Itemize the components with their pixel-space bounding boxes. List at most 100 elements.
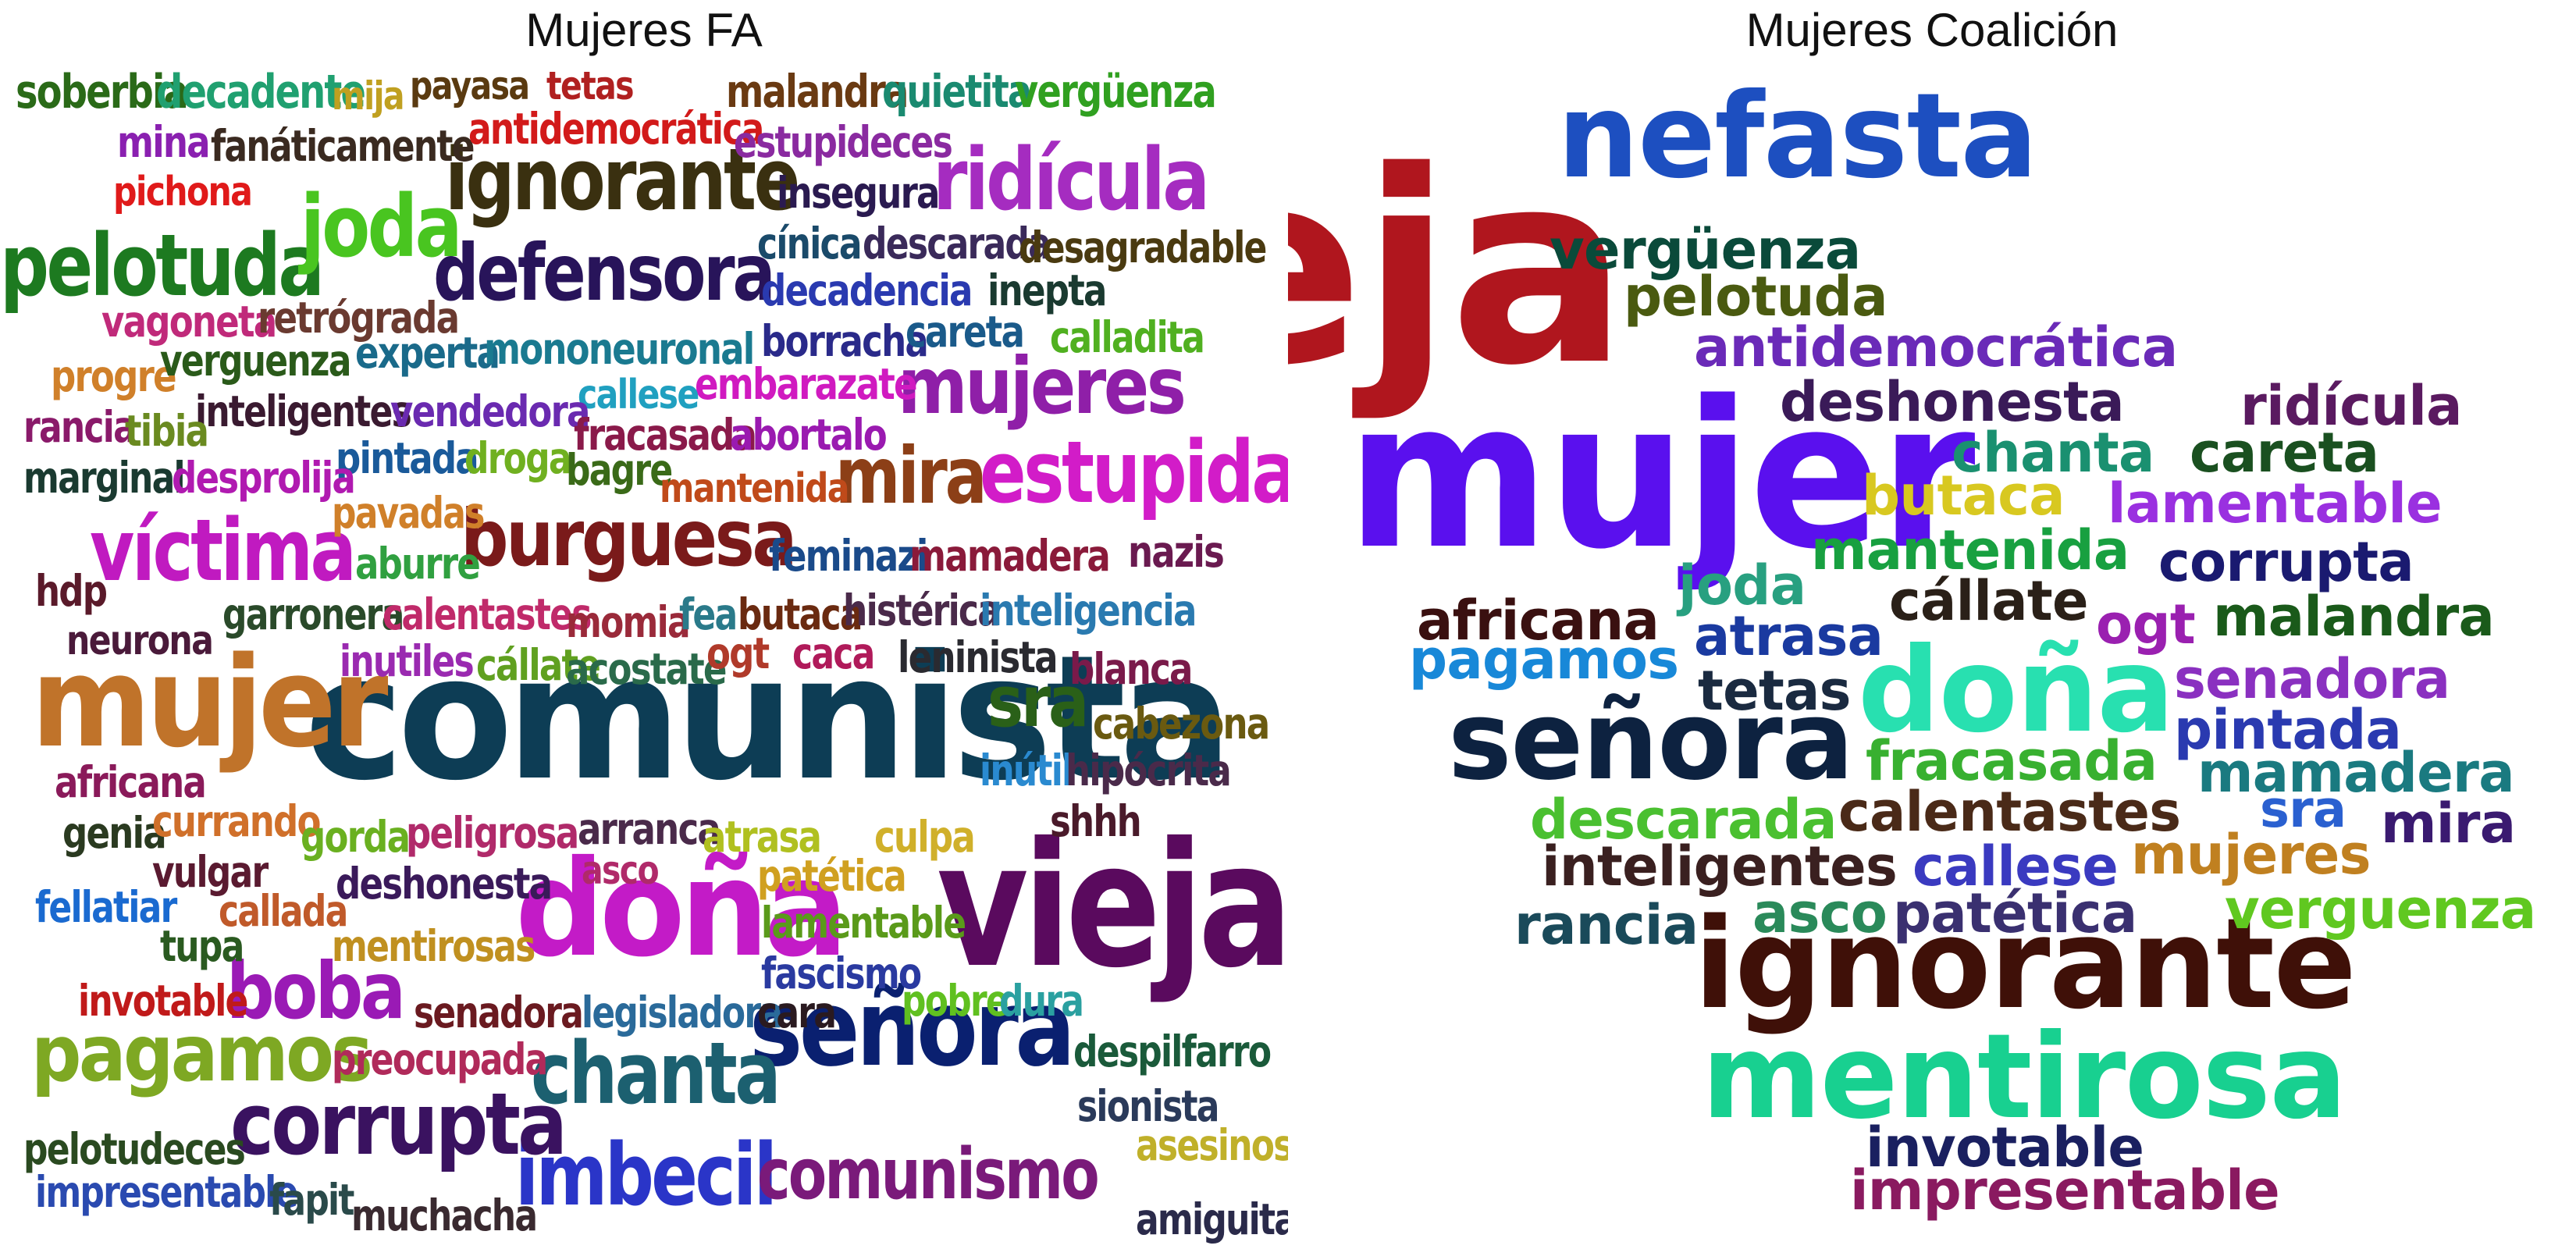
word-fracasada: fracasada [574, 410, 757, 460]
word-mujeres: mujeres [898, 340, 1187, 432]
word-fascismo: fascismo [761, 948, 922, 998]
word-callese: callese [578, 372, 699, 418]
word-descarada: descarada [1530, 788, 1837, 852]
word-ogt: ogt [2096, 592, 2196, 657]
word-senora: señora [1448, 678, 1854, 805]
word-muchacha: muchacha [351, 1190, 538, 1240]
word-insegura: insegura [777, 168, 940, 218]
word-embarazate: embarazate [695, 359, 918, 409]
word-burguesa: burguesa [461, 493, 797, 584]
word-mamadera: mamadera [2197, 741, 2514, 805]
word-marginal: marginal [23, 453, 186, 503]
word-deshonesta: deshonesta [336, 859, 553, 909]
word-butaca: butaca [1862, 464, 2065, 528]
word-malandra: malandra [2213, 585, 2495, 649]
word-inteligentes: inteligentes [195, 386, 412, 436]
word-imbecil: imbecil [515, 1125, 777, 1225]
word-impresentable: impresentable [35, 1167, 298, 1217]
word-pintada: pintada [2174, 698, 2402, 762]
panel-title: Mujeres Coalición [1745, 4, 2119, 56]
word-pavadas: pavadas [332, 488, 485, 538]
word-corrupta: corrupta [230, 1074, 568, 1174]
word-soberbia: soberbia [16, 65, 189, 119]
word-descarada: descarada [863, 219, 1051, 269]
word-sionista: sionista [1077, 1081, 1220, 1131]
word-mentirosas: mentirosas [332, 921, 535, 971]
word-callate: cállate [1889, 569, 2088, 633]
word-acostate: acostate [566, 644, 728, 694]
word-ignorante: ignorante [445, 130, 800, 230]
word-pelotudeces: pelotudeces [23, 1124, 246, 1174]
word-tetas: tetas [1698, 659, 1852, 723]
word-tupa: tupa [160, 921, 244, 971]
word-genia: genia [62, 808, 167, 858]
word-decadente: decadente [156, 65, 366, 119]
word-sra: sra [2260, 781, 2347, 839]
word-fea: fea [679, 589, 738, 639]
word-progre: progre [51, 351, 177, 401]
word-payasa: payasa [410, 63, 530, 109]
word-butaca: butaca [738, 589, 863, 639]
word-defensora: defensora [433, 227, 776, 318]
word-vieja: vieja [937, 806, 1288, 1005]
word-nefasta: nefasta [1557, 69, 2038, 205]
word-blanca: blanca [1069, 644, 1193, 694]
word-desprolija: desprolija [172, 453, 356, 503]
word-joda: joda [1678, 553, 1806, 617]
word-cinica: cínica [757, 219, 863, 269]
word-vendedora: vendedora [390, 386, 590, 436]
word-invotable: invotable [1866, 1116, 2144, 1180]
word-comunismo: comunismo [757, 1133, 1100, 1215]
word-corrupta: corrupta [2158, 530, 2414, 594]
word-mantenida: mantenida [660, 465, 849, 512]
word-mentirosa: mentirosa [1702, 1009, 2347, 1145]
word-senadora: senadora [414, 987, 584, 1037]
word-vulgar: vulgar [152, 847, 269, 897]
word-garronera: garronera [222, 589, 404, 639]
word-neurona: neurona [66, 617, 214, 664]
word-gorda: gorda [301, 812, 411, 862]
word-ignorante: ignorante [1694, 891, 2357, 1037]
word-asco: asco [1752, 881, 1888, 945]
word-callada: callada [219, 886, 348, 936]
word-inutil: inútil [980, 745, 1073, 795]
word-antidemocratica: antidemocrática [1694, 315, 2178, 379]
word-verguenza: vergüenza [1015, 65, 1217, 118]
panel-title: Mujeres FA [525, 4, 763, 56]
word-aburre: aburre [355, 539, 481, 589]
word-borracha: borracha [761, 316, 929, 366]
word-estupideces: estupideces [734, 117, 953, 167]
word-legisladora: legisladora [582, 987, 783, 1037]
word-fracasada: fracasada [1866, 729, 2158, 793]
word-careta: careta [906, 307, 1025, 357]
word-hipocrita: hipócrita [1066, 745, 1232, 795]
word-mantenida: mantenida [1811, 518, 2129, 582]
word-histerica: histérica [843, 585, 1001, 635]
word-mira: mira [2381, 792, 2516, 856]
word-atrasa: atrasa [1694, 604, 1884, 668]
word-rancia: rancia [23, 402, 137, 452]
word-inteligentes: inteligentes [1542, 834, 1898, 898]
word-dona: doña [1858, 623, 2175, 759]
word-mija: mija [332, 73, 405, 119]
word-experta: experta [355, 328, 500, 378]
word-pagamos: pagamos [31, 1008, 373, 1099]
word-pintada: pintada [336, 433, 479, 483]
word-culpa: culpa [874, 812, 976, 862]
word-inepta: inepta [987, 265, 1107, 315]
word-tetas: tetas [546, 63, 635, 109]
word-lamentable: lamentable [2108, 471, 2443, 536]
wordcloud-panel-fa: Mujeres FA comunista vieja doña mujer señora… [0, 4, 1288, 1244]
word-hdp: hdp [35, 566, 108, 616]
word-pichona: pichona [113, 169, 253, 215]
word-calentastes: calentastes [382, 589, 592, 639]
word-pagamos: pagamos [1409, 628, 1679, 692]
word-abortalo: abortalo [730, 410, 888, 460]
word-asesinos: asesinos [1136, 1120, 1288, 1170]
word-senora: señora [749, 967, 1076, 1090]
word-arranca: arranca [578, 804, 721, 854]
word-amiguita: amiguita [1136, 1194, 1288, 1244]
word-senadora: senadora [2174, 647, 2450, 711]
word-malandra: malandra [726, 65, 909, 118]
word-peligrosa: peligrosa [406, 808, 579, 858]
